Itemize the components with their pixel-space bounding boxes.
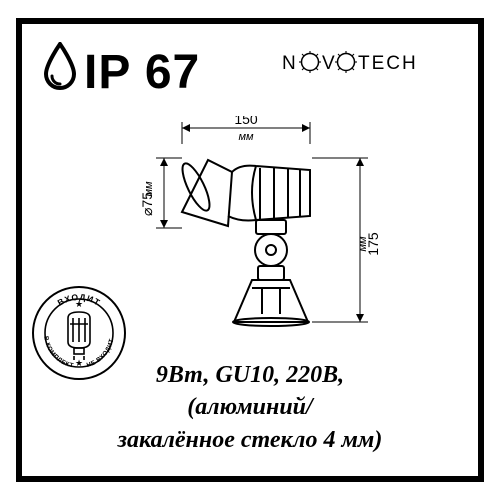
ip-rating: IP 67 xyxy=(42,42,200,102)
svg-text:N: N xyxy=(282,53,296,74)
lamp-joint xyxy=(255,220,287,280)
dim-width-unit: мм xyxy=(238,131,254,143)
svg-text:V: V xyxy=(322,53,335,74)
lamp-head xyxy=(177,160,310,226)
dim-diameter: ⌀75 мм xyxy=(140,158,182,228)
dim-dia-sym: ⌀ xyxy=(140,208,155,216)
brand-logo: N V TECH xyxy=(282,50,462,85)
svg-text:TECH: TECH xyxy=(358,53,418,74)
product-schematic: 150 мм ⌀75 мм xyxy=(140,116,390,346)
spec-line-2: (алюминий/ xyxy=(22,391,478,423)
dim-width-value: 150 xyxy=(234,116,258,127)
spec-text: 9Вт, GU10, 220В, (алюминий/ закалённое с… xyxy=(22,359,478,456)
dim-dia-unit: мм xyxy=(143,181,155,197)
dim-height: 175 мм xyxy=(312,158,381,322)
ip-rating-text: IP 67 xyxy=(84,45,200,100)
dim-height-unit: мм xyxy=(357,236,369,252)
spec-line-3: закалённое стекло 4 мм) xyxy=(22,424,478,456)
water-drop-icon xyxy=(42,42,78,102)
dim-width: 150 мм xyxy=(182,116,310,144)
spec-line-1: 9Вт, GU10, 220В, xyxy=(22,359,478,391)
lamp-base xyxy=(233,280,309,326)
svg-text:★: ★ xyxy=(75,299,83,309)
spec-card: IP 67 N V TECH xyxy=(16,18,484,482)
